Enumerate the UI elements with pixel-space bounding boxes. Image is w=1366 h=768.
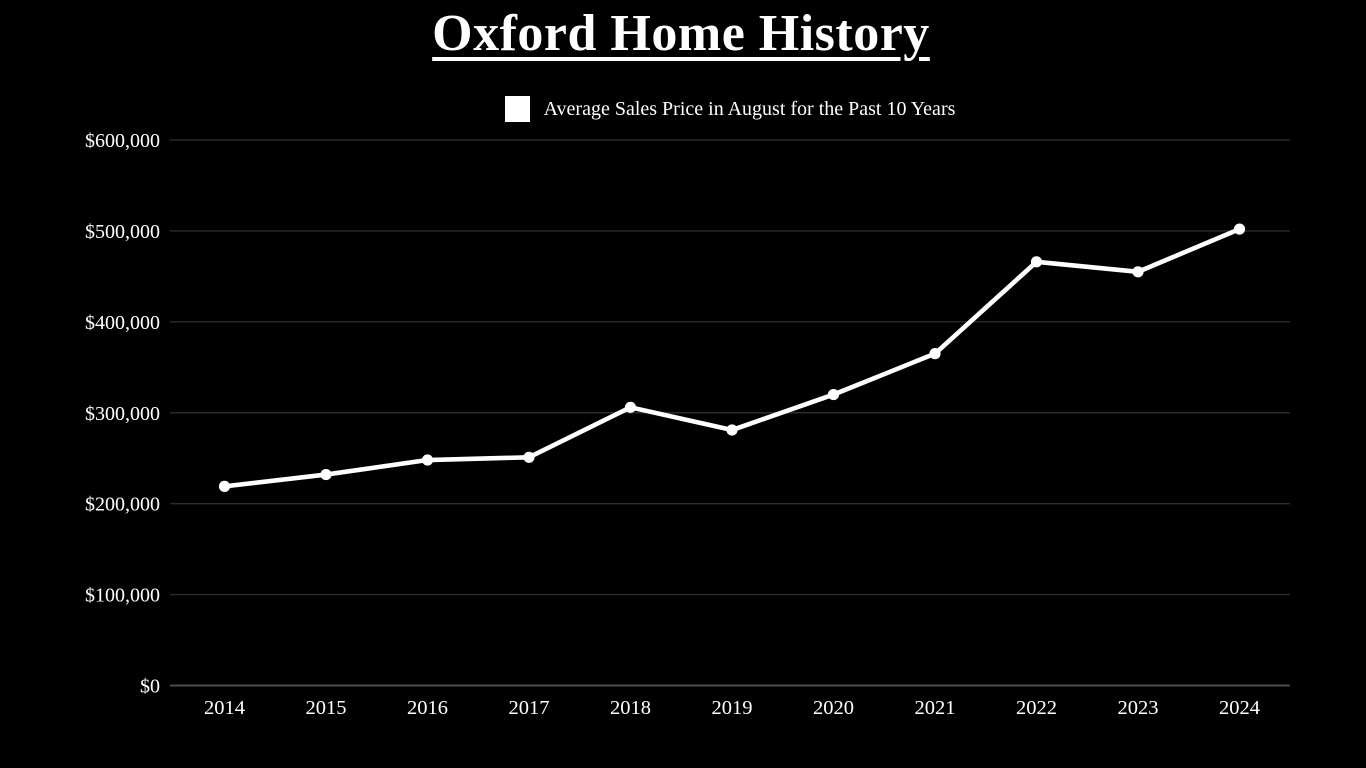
x-tick-label: 2021 [915, 697, 956, 719]
data-point [1030, 256, 1043, 268]
x-tick-label: 2022 [1016, 697, 1057, 719]
price-line [222, 226, 1242, 489]
page-title: Oxford Home History [0, 4, 1366, 63]
data-point [726, 424, 738, 436]
y-tick-label: $100,000 [85, 585, 160, 607]
data-point [1233, 223, 1246, 235]
data-point [523, 451, 535, 463]
x-tick-label: 2024 [1219, 697, 1260, 719]
data-point [624, 401, 637, 413]
x-tick-label: 2023 [1118, 697, 1159, 719]
y-tick-label: $0 [140, 676, 160, 698]
x-tick-label: 2016 [407, 697, 448, 719]
data-point [929, 348, 941, 360]
data-point [218, 480, 231, 492]
x-tick-label: 2017 [509, 697, 550, 719]
legend: Average Sales Price in August for the Pa… [170, 95, 1290, 123]
x-tick-label: 2018 [610, 697, 651, 719]
x-tick-label: 2020 [813, 697, 854, 719]
data-point [320, 468, 332, 481]
data-point [1132, 266, 1144, 278]
data-point [827, 388, 840, 401]
data-point [421, 454, 434, 466]
x-tick-label: 2015 [306, 697, 347, 719]
y-tick-label: $600,000 [85, 130, 160, 152]
y-tick-label: $300,000 [85, 403, 160, 425]
y-tick-label: $500,000 [85, 221, 160, 243]
x-tick-label: 2019 [712, 697, 753, 719]
x-tick-label: 2014 [204, 697, 245, 719]
page-title-text: Oxford Home History [432, 5, 930, 62]
y-tick-label: $400,000 [85, 312, 160, 334]
legend-swatch-icon [504, 96, 530, 122]
legend-label: Average Sales Price in August for the Pa… [543, 98, 956, 120]
y-tick-label: $200,000 [85, 494, 160, 516]
